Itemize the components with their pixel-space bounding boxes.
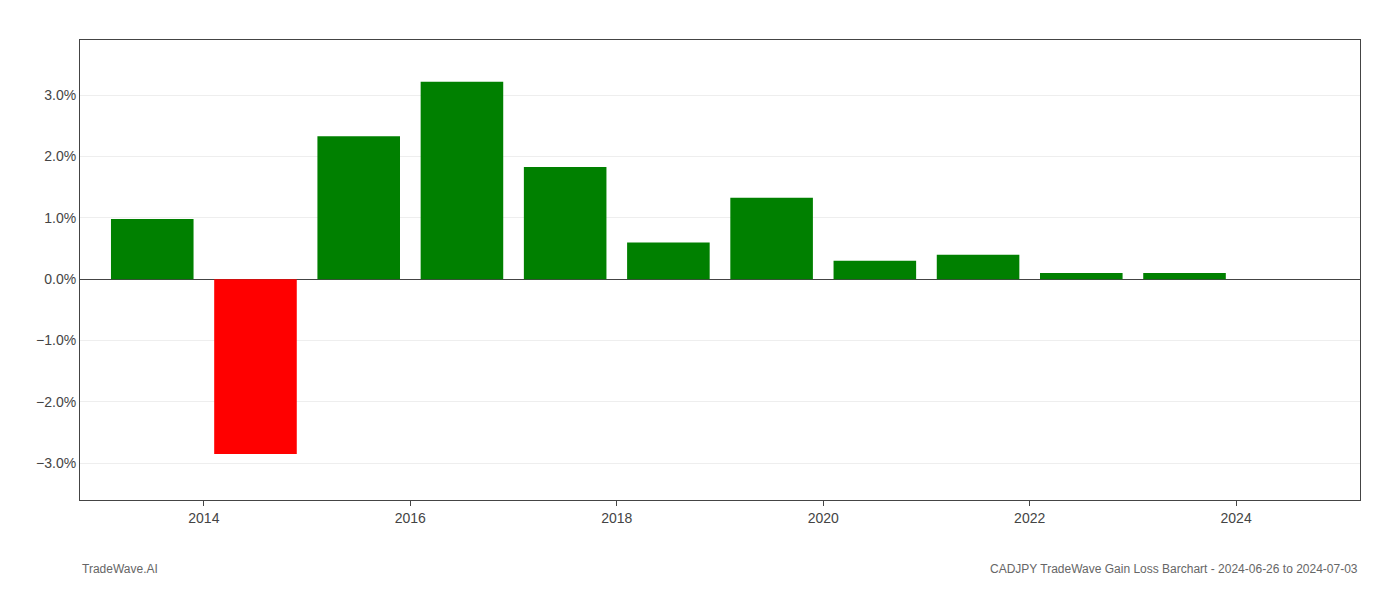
svg-text:CADJPY TradeWave Gain Loss Bar: CADJPY TradeWave Gain Loss Barchart - 20…: [990, 562, 1358, 576]
svg-text:−1.0%: −1.0%: [36, 332, 76, 348]
svg-text:1.0%: 1.0%: [44, 210, 76, 226]
svg-text:0.0%: 0.0%: [44, 271, 76, 287]
svg-text:2016: 2016: [395, 510, 426, 526]
svg-text:−2.0%: −2.0%: [36, 394, 76, 410]
svg-text:2020: 2020: [808, 510, 839, 526]
svg-text:2018: 2018: [601, 510, 632, 526]
svg-text:−3.0%: −3.0%: [36, 455, 76, 471]
svg-text:3.0%: 3.0%: [44, 87, 76, 103]
svg-text:2014: 2014: [188, 510, 219, 526]
svg-text:2.0%: 2.0%: [44, 148, 76, 164]
svg-text:TradeWave.AI: TradeWave.AI: [82, 562, 158, 576]
svg-text:2024: 2024: [1221, 510, 1252, 526]
svg-text:2022: 2022: [1014, 510, 1045, 526]
